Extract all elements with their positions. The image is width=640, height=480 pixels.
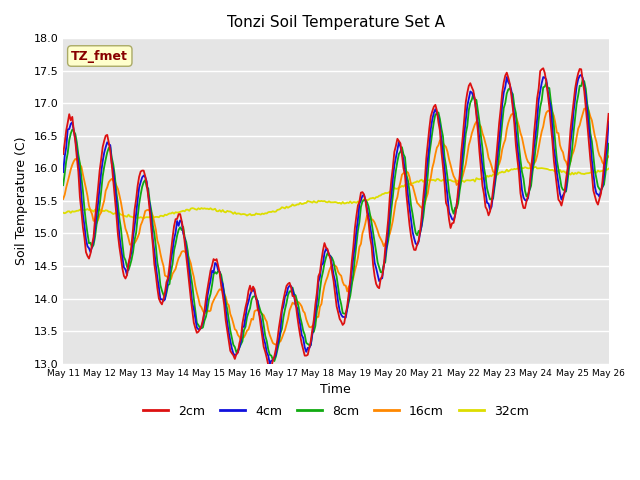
X-axis label: Time: Time [321,383,351,396]
Text: TZ_fmet: TZ_fmet [71,49,128,62]
Y-axis label: Soil Temperature (C): Soil Temperature (C) [15,137,28,265]
Legend: 2cm, 4cm, 8cm, 16cm, 32cm: 2cm, 4cm, 8cm, 16cm, 32cm [138,400,534,422]
Title: Tonzi Soil Temperature Set A: Tonzi Soil Temperature Set A [227,15,445,30]
